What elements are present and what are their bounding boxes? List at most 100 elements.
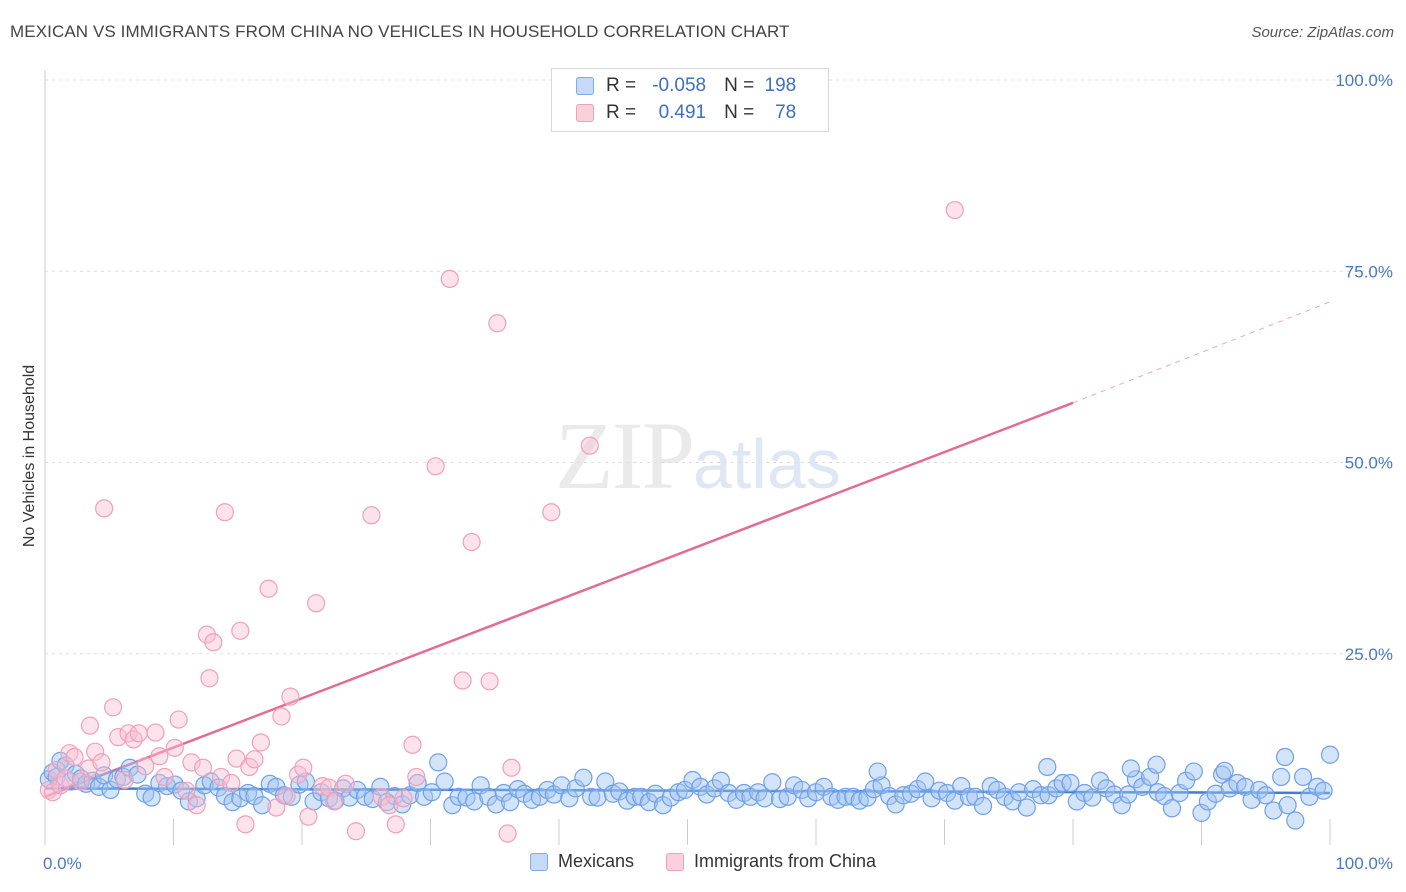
point-china	[236, 815, 255, 834]
point-mexicans	[959, 787, 979, 806]
point-mexicans	[1256, 786, 1275, 805]
legend-item-mexicans[interactable]: Mexicans	[529, 851, 634, 872]
point-mexicans	[1038, 757, 1057, 777]
point-china	[267, 798, 286, 817]
point-mexicans	[348, 780, 367, 800]
point-china	[193, 758, 213, 777]
point-mexicans	[1286, 811, 1305, 830]
point-mexicans	[142, 788, 161, 807]
legend-label-china: Immigrants from China	[693, 851, 877, 871]
point-mexicans	[653, 796, 673, 815]
trend-line	[44, 401, 1074, 798]
correlation-legend: R = -0.058 N = 198 R = 0.491 N = 78	[551, 68, 829, 132]
point-china	[346, 822, 366, 841]
point-mexicans	[1162, 799, 1182, 818]
point-china	[65, 747, 84, 767]
point-china	[104, 698, 123, 717]
legend-n-value: 198	[764, 75, 797, 96]
point-mexicans	[814, 777, 833, 796]
point-china	[294, 758, 313, 777]
point-china	[277, 786, 296, 806]
point-china	[307, 594, 326, 613]
point-china	[362, 506, 381, 525]
y-tick-label: 100.0%	[1335, 71, 1393, 90]
point-mexicans	[1275, 747, 1295, 767]
point-mexicans	[886, 795, 905, 814]
gridlines	[45, 79, 1392, 655]
series-legend: Mexicans Immigrants from China	[0, 851, 1406, 872]
point-china	[129, 724, 148, 743]
point-mexicans	[1017, 798, 1036, 817]
point-china	[222, 773, 241, 793]
legend-swatch-mexicans	[529, 852, 548, 871]
point-mexicans	[560, 789, 579, 808]
point-mexicans	[836, 787, 855, 806]
point-mexicans	[1121, 759, 1140, 778]
point-mexicans	[435, 772, 454, 791]
point-mexicans	[1272, 767, 1291, 787]
tick-labels: 25.0% 50.0% 75.0% 100.0% 0.0% 100.0%	[43, 71, 1393, 873]
y-tick-label: 50.0%	[1345, 454, 1393, 473]
legend-item-china[interactable]: Immigrants from China	[665, 851, 877, 872]
point-china	[150, 747, 169, 766]
axes	[44, 70, 1331, 845]
point-china	[462, 532, 481, 552]
point-mexicans	[530, 787, 549, 806]
point-china	[498, 824, 517, 843]
point-china	[146, 723, 165, 742]
point-china	[80, 716, 100, 735]
point-mexicans	[245, 786, 264, 806]
point-china	[169, 710, 188, 729]
trend-line-extension	[1072, 301, 1331, 404]
point-china	[215, 503, 234, 522]
legend-n-label: N =	[724, 75, 755, 96]
point-mexicans	[429, 753, 448, 772]
point-mexicans	[1176, 771, 1196, 790]
point-mexicans	[508, 780, 527, 799]
point-mexicans	[574, 768, 593, 787]
point-mexicans	[625, 787, 644, 806]
point-china	[187, 796, 206, 815]
point-china	[542, 503, 561, 522]
point-china	[407, 767, 426, 787]
point-mexicans	[683, 770, 702, 790]
point-china	[488, 314, 507, 333]
point-mexicans	[1039, 786, 1058, 805]
point-china	[403, 735, 422, 754]
point-mexicans	[1198, 792, 1218, 811]
point-china	[580, 436, 599, 455]
point-mexicans	[340, 788, 359, 807]
point-china	[165, 738, 184, 757]
chart-title: MEXICAN VS IMMIGRANTS FROM CHINA NO VEHI…	[10, 22, 790, 41]
point-mexicans	[1083, 788, 1102, 807]
point-china	[204, 633, 223, 652]
point-china	[95, 499, 114, 518]
point-mexicans	[1293, 767, 1313, 787]
point-mexicans	[727, 790, 746, 809]
point-china	[426, 457, 445, 476]
point-mexicans	[719, 783, 738, 803]
point-china	[43, 783, 62, 802]
point-mexicans	[1215, 761, 1234, 780]
point-china	[299, 807, 318, 826]
point-china	[227, 749, 246, 768]
point-mexicans	[916, 772, 935, 791]
point-mexicans	[544, 785, 563, 804]
point-china	[245, 750, 264, 769]
point-china	[386, 815, 405, 834]
point-mexicans	[1242, 790, 1261, 809]
legend-r-label: R =	[606, 102, 637, 123]
point-mexicans	[675, 780, 695, 800]
trend-lines	[44, 301, 1331, 798]
point-china	[259, 579, 278, 598]
point-china	[109, 728, 128, 747]
x-tick-label: 0.0%	[43, 854, 82, 873]
source-label: Source: ZipAtlas.com	[1251, 24, 1394, 41]
point-mexicans	[988, 780, 1007, 800]
point-china	[394, 789, 413, 808]
point-mexicans	[479, 787, 498, 806]
point-china	[440, 269, 459, 288]
point-china	[56, 769, 75, 788]
point-china	[251, 733, 270, 752]
point-china	[92, 753, 111, 772]
